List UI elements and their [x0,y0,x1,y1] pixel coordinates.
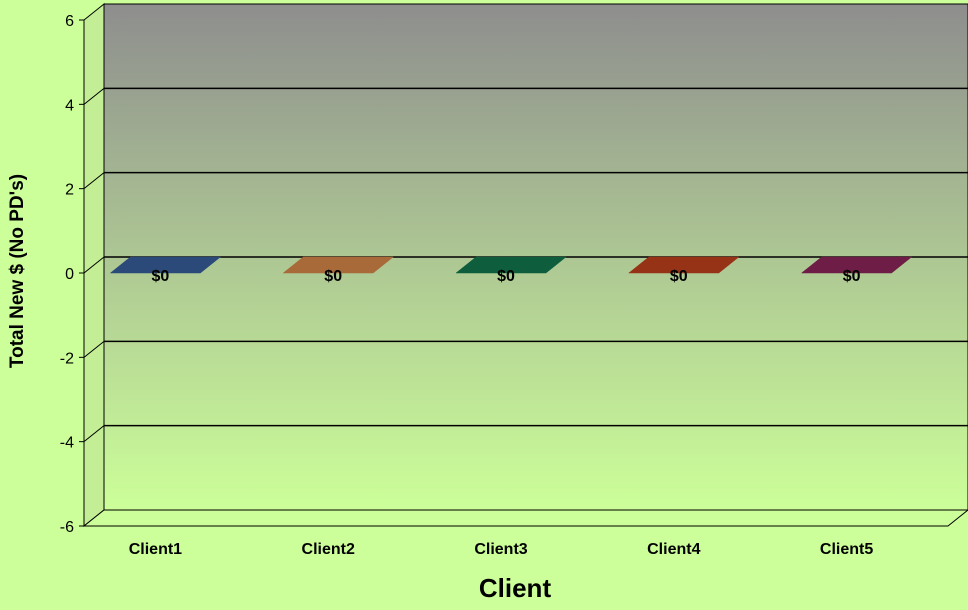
data-label: $0 [843,268,861,285]
bar-client2 [282,256,394,274]
data-label: $0 [670,268,688,285]
gridline-depth [83,340,105,358]
data-label: $0 [497,268,515,285]
y-tick-label: -4 [60,435,74,452]
bar-client5 [800,256,913,274]
x-tick-label: Client4 [647,541,700,558]
y-axis-ticks: -6 -4 -2 0 2 4 6 [60,13,85,536]
x-tick-label: Client1 [129,541,182,558]
x-tick-label: Client5 [820,541,873,558]
x-tick-label: Client2 [302,541,355,558]
data-labels: $0 $0 $0 $0 $0 [152,268,861,285]
x-axis-title: Client [479,573,552,603]
y-tick-label: 0 [65,266,74,283]
x-axis-ticks: Client1 Client2 Client3 Client4 Client5 [129,541,874,558]
gridline-depth [83,87,105,105]
gridline-depth [83,425,105,443]
bars [109,256,913,274]
y-tick-label: -6 [60,519,74,536]
y-tick-label: 2 [65,182,74,199]
x-tick-label: Client3 [474,541,527,558]
gridline-depth [83,172,105,190]
gridline-depth [83,256,105,274]
bar-client4 [628,256,740,274]
y-tick-label: 4 [65,97,74,114]
bar-client1 [109,256,222,274]
y-tick-label: -2 [60,350,74,367]
data-label: $0 [324,268,342,285]
bar-client3 [455,256,567,274]
y-axis-title: Total New $ (No PD's) [7,174,28,368]
y-tick-label: 6 [65,13,74,30]
data-label: $0 [152,268,170,285]
plot-floor [82,509,968,527]
